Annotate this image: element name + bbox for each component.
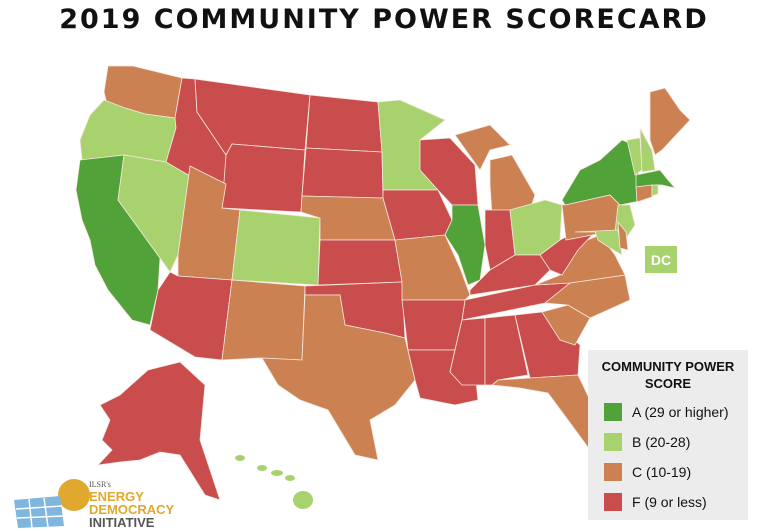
legend-label-f: F (9 or less) xyxy=(632,494,707,510)
state-wv[interactable] xyxy=(539,231,596,276)
legend: COMMUNITY POWER SCORE A (29 or higher) B… xyxy=(588,350,748,520)
state-az[interactable] xyxy=(149,271,233,361)
state-ia[interactable] xyxy=(382,189,453,241)
state-hi[interactable] xyxy=(235,455,313,509)
legend-item-f: F (9 or less) xyxy=(604,493,707,511)
logo-line2: DEMOCRACY xyxy=(89,502,175,517)
state-me[interactable] xyxy=(649,87,691,156)
state-md[interactable] xyxy=(574,229,623,256)
legend-title-line1: COMMUNITY POWER xyxy=(601,359,735,374)
swatch-c-icon xyxy=(604,463,622,481)
swatch-b-icon xyxy=(604,433,622,451)
page-title: 2019 COMMUNITY POWER SCORECARD xyxy=(59,4,709,35)
state-wy[interactable] xyxy=(221,143,306,213)
state-tx[interactable] xyxy=(261,294,416,461)
legend-item-a: A (29 or higher) xyxy=(604,403,729,421)
state-nd[interactable] xyxy=(305,94,383,153)
state-ri[interactable] xyxy=(651,184,659,197)
state-ks[interactable] xyxy=(317,239,403,286)
legend-label-a: A (29 or higher) xyxy=(632,404,729,420)
state-ga[interactable] xyxy=(514,311,581,379)
state-ar[interactable] xyxy=(401,299,466,351)
legend-title-line2: SCORE xyxy=(644,376,692,391)
state-fl[interactable] xyxy=(491,374,601,451)
state-sc[interactable] xyxy=(541,304,591,346)
logo-line3: INITIATIVE xyxy=(89,515,155,530)
state-sd[interactable] xyxy=(301,147,384,199)
solar-panel-icon xyxy=(14,479,90,528)
legend-item-c: C (10-19) xyxy=(604,463,691,481)
state-mo[interactable] xyxy=(394,234,471,301)
legend-label-b: B (20-28) xyxy=(632,434,691,450)
logo-org: ILSR's xyxy=(89,480,111,489)
state-de[interactable] xyxy=(617,220,629,251)
energy-democracy-logo: ILSR's ENERGY DEMOCRACY INITIATIVE xyxy=(12,478,202,529)
legend-title: COMMUNITY POWER SCORE xyxy=(588,358,748,392)
dc-label[interactable]: DC xyxy=(645,246,677,273)
state-il[interactable] xyxy=(444,204,486,286)
state-nh[interactable] xyxy=(639,127,656,173)
state-nm[interactable] xyxy=(221,279,306,361)
logo-text: ILSR's ENERGY DEMOCRACY INITIATIVE xyxy=(89,480,174,529)
legend-label-c: C (10-19) xyxy=(632,464,692,480)
swatch-a-icon xyxy=(604,403,622,421)
state-co[interactable] xyxy=(231,209,321,286)
legend-item-b: B (20-28) xyxy=(604,433,690,451)
swatch-f-icon xyxy=(604,493,622,511)
logo-line1: ENERGY xyxy=(89,489,144,504)
state-ct[interactable] xyxy=(635,184,653,203)
state-ak[interactable] xyxy=(96,361,221,501)
